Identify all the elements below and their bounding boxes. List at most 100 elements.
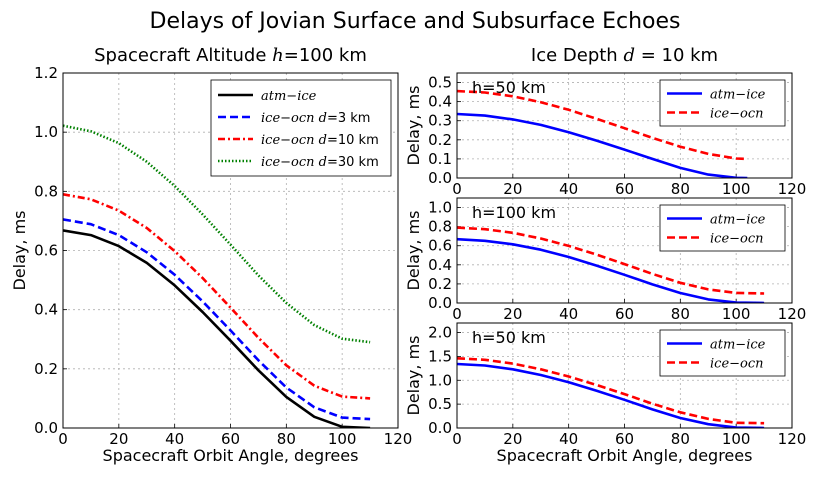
chart-title: Ice Depth d = 10 km: [531, 45, 718, 66]
y-axis-label: Delay, ms: [10, 211, 29, 291]
legend-entry-name: atm−ice: [710, 88, 766, 103]
legend-entry-variable: d: [319, 111, 327, 126]
axes-frame: [456, 322, 793, 429]
x-tick-label: 0: [452, 305, 462, 323]
y-tick-label: 0.5: [428, 395, 452, 413]
x-tick-label: 20: [503, 430, 522, 448]
series-line-ice-ocn: [457, 89, 748, 161]
figure-title: Delays of Jovian Surface and Subsurface …: [150, 9, 681, 34]
x-tick-label: 60: [221, 430, 240, 448]
legend-entry-value: =30 km: [327, 155, 379, 170]
chart-bottom-right: 0 20 40 60 80 100 120 0.0 0.5 1.0 1.5 2.0 Delay, ms S…: [404, 322, 807, 465]
y-axis-label: Delay, ms: [404, 211, 423, 291]
x-tick-label: 0: [452, 180, 462, 198]
axes-frame: [62, 72, 399, 429]
x-tick-label: 60: [615, 305, 634, 323]
y-tick-label: 0.3: [428, 112, 452, 130]
chart-title-variable: h: [272, 45, 284, 66]
x-tick-label: 0: [452, 430, 462, 448]
legend-entry-label: atm−ice: [261, 89, 317, 104]
y-tick-label: 0.0: [428, 294, 452, 312]
x-tick-label: 20: [503, 180, 522, 198]
chart-title-prefix: Spacecraft Altitude: [94, 45, 272, 66]
annotation-label: h=50 km: [472, 328, 546, 347]
x-tick-label: 40: [559, 180, 578, 198]
y-tick-label: 0.5: [428, 74, 452, 92]
y-tick-label: 0.0: [428, 169, 452, 187]
x-tick-label: 120: [384, 430, 413, 448]
chart-title-prefix: Ice Depth: [531, 45, 624, 66]
x-tick-label: 80: [671, 305, 690, 323]
legend-entry-label: ice−ocn: [710, 107, 764, 122]
legend-entry-value: =3 km: [327, 111, 371, 126]
y-tick-label: 0.0: [34, 419, 58, 437]
x-tick-label: 120: [778, 430, 807, 448]
legend-entry-label: ice−ocn d=30 km: [261, 155, 379, 170]
series-line-ice-ocn-d-3-km: [63, 218, 371, 421]
chart-title: Spacecraft Altitude h=100 km: [94, 45, 367, 66]
legend-entry-name: ice−ocn: [261, 111, 315, 126]
y-tick-label: 1.0: [428, 371, 452, 389]
x-tick-label: 60: [615, 180, 634, 198]
legend: atm−ice ice−ocn: [659, 204, 786, 252]
y-tick-label: 1.2: [34, 64, 58, 82]
y-tick-label: 1.0: [428, 199, 452, 217]
series-line-atm-ice: [63, 229, 371, 428]
x-axis-label: Spacecraft Orbit Angle, degrees: [103, 446, 359, 465]
legend-entry-label: atm−ice: [710, 88, 766, 103]
y-tick-label: 0.2: [428, 275, 452, 293]
legend-box: [659, 329, 786, 377]
legend-entry-name: ice−ocn: [261, 155, 315, 170]
series-line-atm-ice: [457, 362, 765, 428]
x-tick-label: 120: [778, 305, 807, 323]
series-line-atm-ice: [457, 237, 765, 303]
series-line-ice-ocn-d-30-km: [63, 124, 371, 344]
y-tick-label: 0.2: [428, 131, 452, 149]
legend: atm−ice ice−ocn: [659, 329, 786, 377]
x-tick-label: 20: [503, 305, 522, 323]
annotation-label: h=50 km: [472, 78, 546, 97]
chart-top-right: 0 20 40 60 80 100 120 0.00.10.20.30.40.5 Ice Dep…: [404, 45, 806, 198]
y-tick-label: 0.2: [34, 360, 58, 378]
y-tick-label: 0.4: [428, 93, 452, 111]
series-line-atm-ice: [457, 112, 748, 178]
x-tick-label: 20: [109, 430, 128, 448]
y-tick-label: 2.0: [428, 324, 452, 342]
legend-entry-label: ice−ocn: [710, 232, 764, 247]
y-axis-label: Delay, ms: [404, 86, 423, 166]
y-tick-label: 0.8: [428, 218, 452, 236]
legend-entry-name: ice−ocn: [710, 357, 764, 372]
y-tick-label: 1.0: [34, 123, 58, 141]
legend-entry-name: ice−ocn: [710, 107, 764, 122]
x-tick-label: 80: [671, 430, 690, 448]
y-tick-label: 0.4: [34, 301, 58, 319]
chart-left: 0 20 40 60 80 100 120 0.0 0.2 0.4 0.6 0.8 1.0 1.2 Spac…: [10, 45, 412, 465]
legend-entry-name: ice−ocn: [710, 232, 764, 247]
x-tick-label: 60: [615, 430, 634, 448]
chart-title-variable: d: [623, 45, 635, 66]
x-tick-label: 100: [722, 180, 751, 198]
legend-entry-label: ice−ocn d=10 km: [261, 133, 379, 148]
x-tick-label: 80: [277, 430, 296, 448]
series-line-ice-ocn: [457, 226, 765, 295]
legend-entry-label: atm−ice: [710, 338, 766, 353]
chart-title-suffix: =100 km: [284, 45, 367, 66]
x-tick-label: 0: [58, 430, 68, 448]
legend-entry-label: atm−ice: [710, 213, 766, 228]
y-axis-label: Delay, ms: [404, 336, 423, 416]
axes-frame: [456, 197, 793, 304]
legend-entry-label: ice−ocn d=3 km: [261, 111, 370, 126]
y-tick-label: 0.1: [428, 150, 452, 168]
legend-entry-variable: d: [319, 155, 327, 170]
series-line-ice-ocn: [457, 357, 765, 425]
x-tick-label: 100: [328, 430, 357, 448]
series-line-ice-ocn-d-10-km: [63, 193, 371, 400]
chart-middle-right: 0 20 40 60 80 100 120 0.00.20.40.60.81.0 Delay, …: [404, 197, 807, 323]
legend-entry-name: atm−ice: [710, 213, 766, 228]
x-axis-label: Spacecraft Orbit Angle, degrees: [497, 446, 753, 465]
legend-entry-name: atm−ice: [261, 89, 317, 104]
axes-frame: [456, 72, 793, 179]
x-tick-label: 100: [722, 305, 751, 323]
